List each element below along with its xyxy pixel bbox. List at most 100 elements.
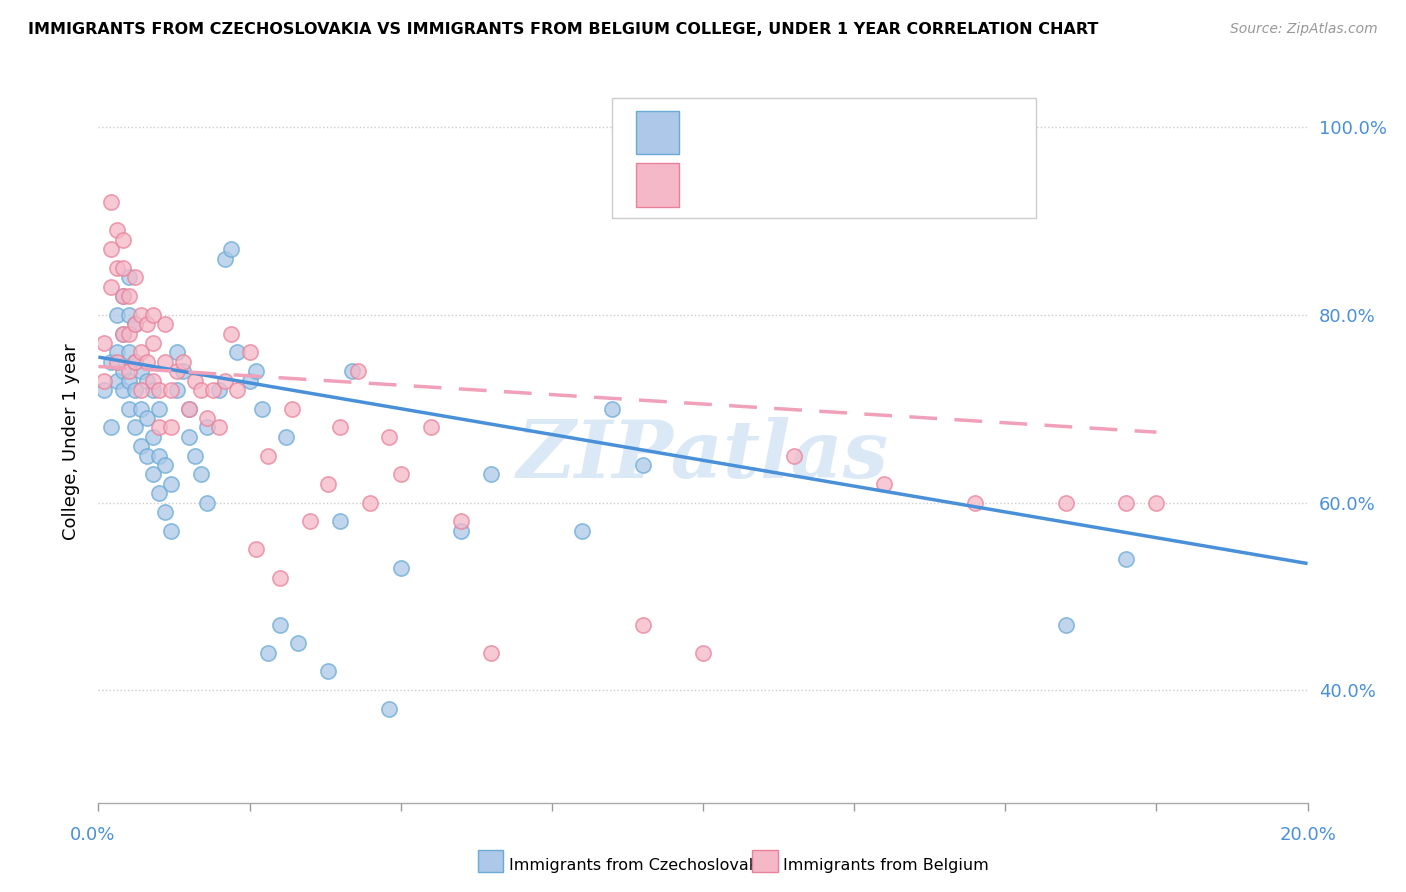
Point: [118, 364, 141, 378]
Text: N =: N =: [866, 123, 907, 141]
Point: [135, 374, 157, 388]
Point: [631, 458, 654, 472]
Point: [100, 242, 122, 256]
Point: [166, 364, 188, 378]
Text: 67: 67: [912, 123, 938, 141]
Text: Source: ZipAtlas.com: Source: ZipAtlas.com: [1230, 22, 1378, 37]
Point: [124, 270, 146, 285]
Point: [118, 374, 141, 388]
Point: [190, 467, 212, 482]
Point: [1115, 495, 1137, 509]
Point: [129, 345, 152, 359]
Point: [214, 252, 236, 266]
Point: [93, 383, 115, 397]
Point: [214, 374, 236, 388]
Point: [202, 383, 225, 397]
Point: [226, 345, 249, 359]
Point: [481, 646, 503, 660]
Point: [129, 439, 152, 453]
Point: [153, 505, 176, 519]
Text: 66: 66: [912, 176, 938, 194]
Point: [179, 401, 201, 416]
Point: [360, 495, 382, 509]
Point: [250, 401, 273, 416]
Point: [166, 345, 188, 359]
Point: [245, 542, 267, 557]
Point: [166, 383, 188, 397]
Point: [129, 401, 152, 416]
Point: [377, 430, 399, 444]
FancyBboxPatch shape: [637, 111, 679, 154]
Point: [172, 364, 194, 378]
Text: -0.248: -0.248: [742, 123, 807, 141]
Point: [105, 223, 128, 237]
Point: [195, 420, 218, 434]
Point: [129, 308, 152, 322]
Point: [111, 289, 134, 303]
Point: [135, 355, 157, 369]
Point: [239, 374, 262, 388]
Point: [287, 636, 309, 650]
Point: [245, 364, 267, 378]
Point: [226, 383, 249, 397]
Point: [316, 476, 339, 491]
Point: [184, 374, 207, 388]
Point: [111, 233, 134, 247]
Point: [124, 355, 146, 369]
Point: [1054, 495, 1077, 509]
Point: [111, 364, 134, 378]
Point: [124, 383, 146, 397]
Point: [118, 401, 141, 416]
Point: [124, 318, 146, 332]
Point: [111, 383, 134, 397]
Point: [153, 318, 176, 332]
Point: [420, 420, 443, 434]
Point: [148, 449, 170, 463]
Point: [481, 467, 503, 482]
Text: Immigrants from Czechoslovakia: Immigrants from Czechoslovakia: [509, 858, 772, 872]
Point: [1115, 551, 1137, 566]
Point: [111, 326, 134, 341]
Point: [195, 411, 218, 425]
Text: IMMIGRANTS FROM CZECHOSLOVAKIA VS IMMIGRANTS FROM BELGIUM COLLEGE, UNDER 1 YEAR : IMMIGRANTS FROM CZECHOSLOVAKIA VS IMMIGR…: [28, 22, 1098, 37]
Point: [142, 308, 165, 322]
Point: [148, 401, 170, 416]
Point: [160, 420, 183, 434]
Point: [105, 374, 128, 388]
Point: [377, 702, 399, 716]
Point: [281, 401, 304, 416]
Point: [221, 242, 243, 256]
Point: [100, 279, 122, 293]
Point: [208, 383, 231, 397]
Point: [148, 486, 170, 500]
Point: [100, 420, 122, 434]
Point: [93, 336, 115, 351]
Text: 0.0%: 0.0%: [70, 826, 115, 844]
Point: [135, 318, 157, 332]
Point: [299, 514, 322, 528]
Point: [105, 345, 128, 359]
Point: [160, 476, 183, 491]
Point: [153, 458, 176, 472]
Point: [111, 289, 134, 303]
Point: [93, 374, 115, 388]
Point: [105, 308, 128, 322]
Point: [692, 646, 714, 660]
Point: [184, 449, 207, 463]
Point: [342, 364, 364, 378]
Point: [118, 345, 141, 359]
Point: [100, 355, 122, 369]
Point: [450, 524, 472, 538]
Point: [274, 430, 297, 444]
Point: [316, 665, 339, 679]
Point: [631, 617, 654, 632]
Point: [269, 617, 291, 632]
Point: [571, 524, 593, 538]
Point: [179, 430, 201, 444]
Point: [142, 430, 165, 444]
Text: R =: R =: [697, 123, 735, 141]
Text: R =: R =: [697, 176, 735, 194]
Point: [179, 401, 201, 416]
Point: [118, 308, 141, 322]
Text: 20.0%: 20.0%: [1279, 826, 1336, 844]
